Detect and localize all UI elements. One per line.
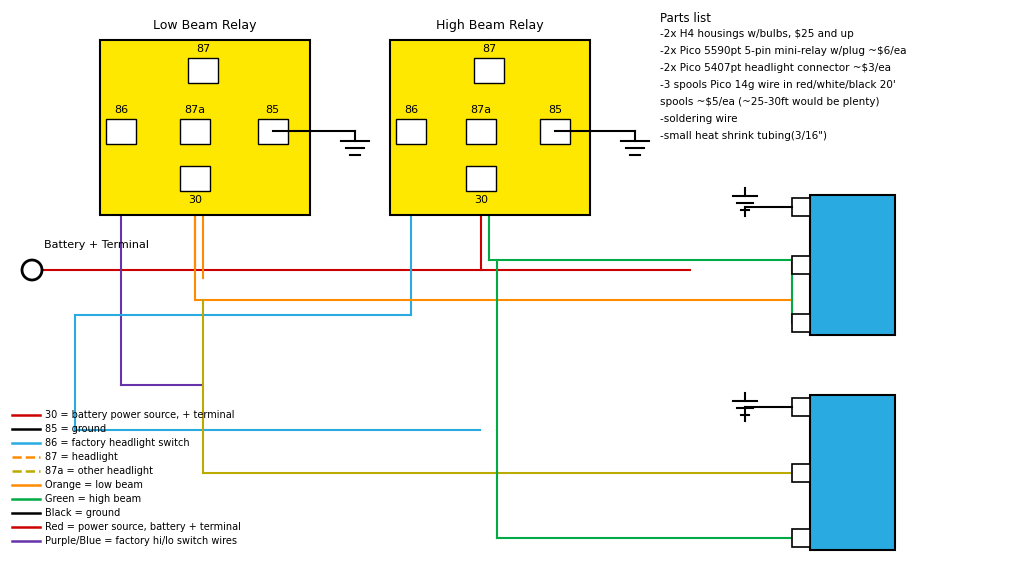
Bar (810, 395, 895, 550)
Text: 86: 86 (115, 105, 128, 115)
Text: Purple/Blue = factory hi/lo switch wires: Purple/Blue = factory hi/lo switch wires (45, 536, 237, 546)
Text: High Beam Relay: High Beam Relay (436, 19, 544, 32)
Text: Low Beam Relay: Low Beam Relay (153, 19, 257, 32)
Text: Parts list: Parts list (660, 12, 711, 25)
Text: 30: 30 (188, 195, 202, 205)
Text: Orange = low beam: Orange = low beam (45, 480, 143, 490)
Bar (390, 40, 590, 215)
Text: 30 = battery power source, + terminal: 30 = battery power source, + terminal (45, 410, 234, 420)
Bar (792, 529, 810, 547)
Bar (810, 195, 895, 335)
Text: -2x Pico 5407pt headlight connector ~$3/ea: -2x Pico 5407pt headlight connector ~$3/… (660, 63, 891, 73)
Text: -small heat shrink tubing(3/16"): -small heat shrink tubing(3/16") (660, 131, 827, 141)
Bar (792, 256, 810, 274)
Bar (106, 119, 136, 144)
Bar (792, 198, 810, 216)
Text: Green = high beam: Green = high beam (45, 494, 141, 504)
Text: -2x H4 housings w/bulbs, $25 and up: -2x H4 housings w/bulbs, $25 and up (660, 29, 854, 39)
Bar (540, 119, 570, 144)
Text: 87: 87 (196, 43, 211, 54)
Text: Red = power source, battery + terminal: Red = power source, battery + terminal (45, 522, 240, 532)
Text: 87a: 87a (184, 105, 206, 115)
Text: 87 = headlight: 87 = headlight (45, 452, 118, 462)
Bar (188, 58, 218, 83)
Text: 30: 30 (474, 195, 488, 205)
Text: -3 spools Pico 14g wire in red/white/black 20': -3 spools Pico 14g wire in red/white/bla… (660, 80, 896, 90)
Text: 85: 85 (548, 105, 562, 115)
Bar (396, 119, 426, 144)
Text: 86 = factory headlight switch: 86 = factory headlight switch (45, 438, 189, 448)
Bar (466, 119, 496, 144)
Text: -2x Pico 5590pt 5-pin mini-relay w/plug ~$6/ea: -2x Pico 5590pt 5-pin mini-relay w/plug … (660, 46, 906, 56)
Bar (180, 166, 210, 191)
Bar (792, 314, 810, 332)
Text: 85 = ground: 85 = ground (45, 424, 106, 434)
Text: Battery + Terminal: Battery + Terminal (44, 240, 149, 250)
Text: spools ~$5/ea (~25-30ft would be plenty): spools ~$5/ea (~25-30ft would be plenty) (660, 97, 880, 107)
Bar (180, 119, 210, 144)
Bar (474, 58, 504, 83)
Text: 86: 86 (404, 105, 418, 115)
Bar (792, 398, 810, 416)
Text: 87: 87 (482, 43, 496, 54)
Bar (258, 119, 287, 144)
Bar (466, 166, 496, 191)
Text: 87a = other headlight: 87a = other headlight (45, 466, 153, 476)
Text: 85: 85 (265, 105, 279, 115)
Bar (792, 463, 810, 482)
Bar (100, 40, 310, 215)
Text: 87a: 87a (471, 105, 492, 115)
Text: -soldering wire: -soldering wire (660, 114, 738, 124)
Text: Black = ground: Black = ground (45, 508, 121, 518)
